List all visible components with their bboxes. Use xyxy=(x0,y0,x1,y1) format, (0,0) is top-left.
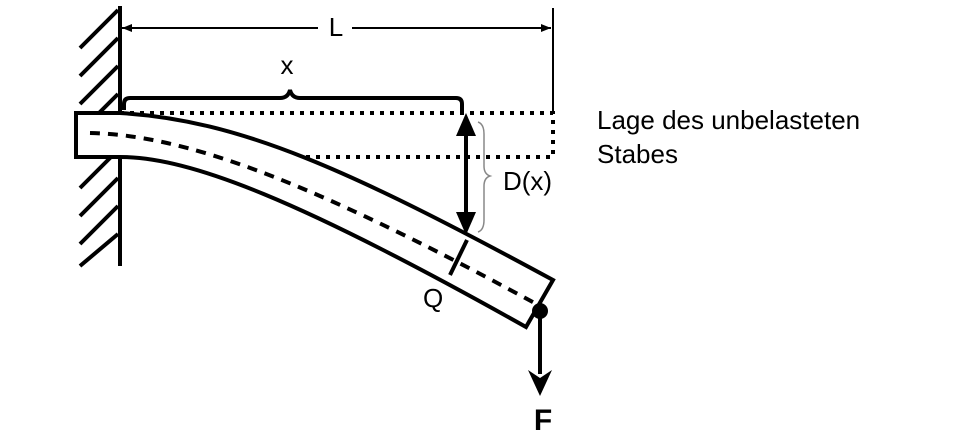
length-label: L xyxy=(329,12,343,42)
force-label: F xyxy=(534,404,552,437)
cross-section-label: Q xyxy=(423,283,443,313)
deflected-beam xyxy=(74,111,556,330)
deflection-arrow xyxy=(456,113,476,235)
unloaded-label-line2: Stabes xyxy=(597,139,678,169)
length-dimension xyxy=(122,8,554,113)
position-label: x xyxy=(281,50,294,80)
cross-section-line xyxy=(448,239,469,276)
deflection-brace xyxy=(477,121,493,233)
unloaded-label-line1: Lage des unbelasteten xyxy=(597,105,860,135)
force-arrow xyxy=(528,303,552,396)
position-brace xyxy=(122,89,464,112)
deflection-label: D(x) xyxy=(503,166,552,196)
neutral-axis xyxy=(89,131,541,308)
